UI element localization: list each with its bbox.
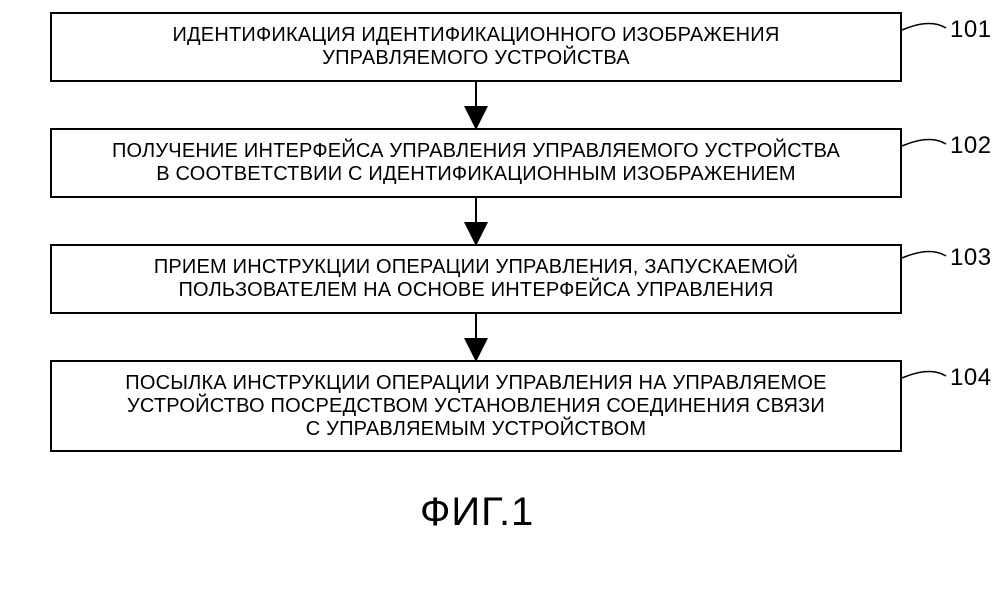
figure-caption: ФИГ.1 (420, 490, 534, 535)
step-label-103: 103 (950, 244, 992, 272)
step-label-102: 102 (950, 132, 992, 160)
flowchart-canvas: ИДЕНТИФИКАЦИЯ ИДЕНТИФИКАЦИОННОГО ИЗОБРАЖ… (0, 0, 999, 589)
step-label-101: 101 (950, 16, 992, 44)
step-label-104: 104 (950, 364, 992, 392)
